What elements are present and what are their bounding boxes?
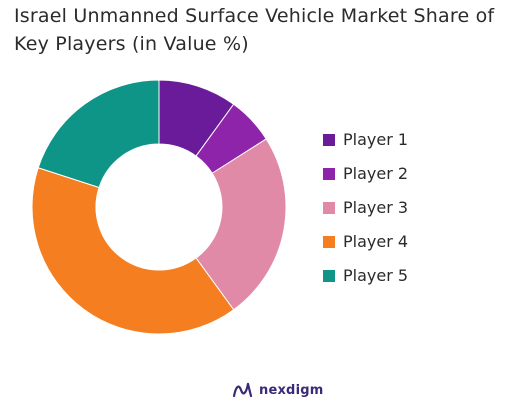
nexdigm-logo-icon xyxy=(232,382,253,398)
legend-label-player-2: Player 2 xyxy=(343,164,408,183)
legend-swatch-player-4 xyxy=(323,236,335,248)
legend-swatch-player-1 xyxy=(323,134,335,146)
legend-swatch-player-5 xyxy=(323,270,335,282)
legend-swatch-player-2 xyxy=(323,168,335,180)
legend-swatch-player-3 xyxy=(323,202,335,214)
legend-label-player-1: Player 1 xyxy=(343,130,408,149)
slice-player-4 xyxy=(31,167,235,335)
slice-player-3 xyxy=(195,138,287,311)
chart-title-line-2: Key Players (in Value %) xyxy=(14,33,249,55)
donut-slices xyxy=(31,79,287,335)
slice-player-5 xyxy=(37,79,160,189)
nexdigm-logo: nexdigm xyxy=(232,378,323,402)
legend-label-player-4: Player 4 xyxy=(343,232,408,251)
legend-label-player-5: Player 5 xyxy=(343,266,408,285)
chart-title-line-1: Israel Unmanned Surface Vehicle Market S… xyxy=(14,5,495,27)
chart-title: Israel Unmanned Surface Vehicle Market S… xyxy=(14,2,514,58)
nexdigm-logo-text: nexdigm xyxy=(259,382,324,398)
legend-label-player-3: Player 3 xyxy=(343,198,408,217)
legend: Player 1 Player 2 Player 3 Player 4 Player 5 xyxy=(323,130,408,285)
